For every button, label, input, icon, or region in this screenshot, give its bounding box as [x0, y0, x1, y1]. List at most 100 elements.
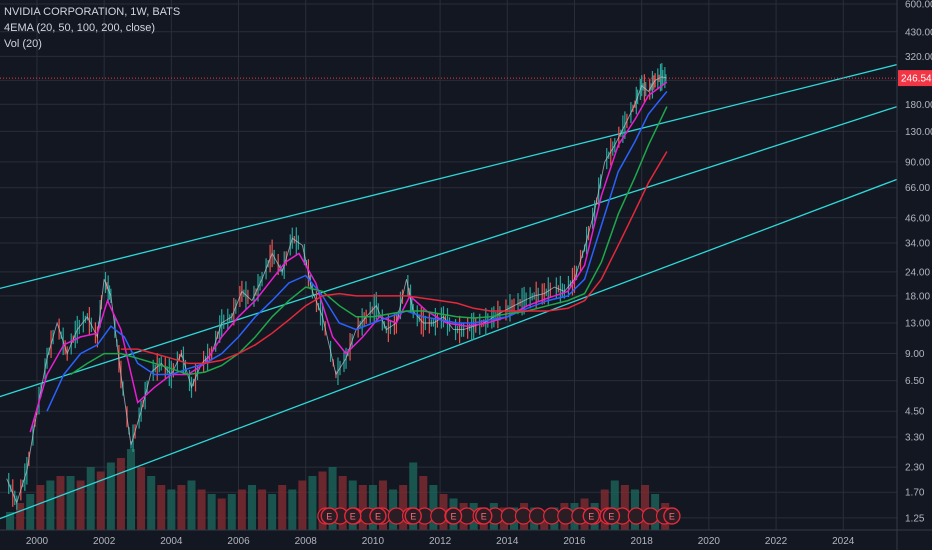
x-tick-label: 2010	[362, 536, 385, 547]
volume-bar	[429, 485, 438, 530]
volume-bar	[207, 494, 216, 530]
y-tick-label: 130.00	[905, 127, 932, 138]
y-tick-label: 13.00	[905, 318, 930, 329]
price-line	[6, 76, 668, 505]
volume-bar	[217, 498, 226, 530]
x-tick-label: 2006	[227, 536, 250, 547]
y-tick-label: 24.00	[905, 267, 930, 278]
symbol-title[interactable]: NVIDIA CORPORATION, 1W, BATS	[4, 6, 181, 18]
earnings-badge-labeled	[404, 507, 422, 525]
ema-line-2	[46, 90, 668, 412]
channel-line-upper	[0, 63, 898, 290]
x-tick-label: 2020	[698, 536, 721, 547]
volume-bar	[308, 476, 317, 530]
ema-line-4	[120, 151, 668, 365]
y-tick-label: 4.50	[905, 407, 925, 418]
y-tick-label: 66.00	[905, 183, 930, 194]
y-tick-label: 1.70	[905, 488, 925, 499]
last-price: 246.54	[0, 70, 932, 87]
y-tick-label: 34.00	[905, 238, 930, 249]
y-tick-label: 2.30	[905, 463, 925, 474]
earnings-badge-labeled	[320, 507, 338, 525]
x-tick-label: 2000	[26, 536, 49, 547]
earnings-label: E	[326, 512, 332, 522]
indicator-ema-label[interactable]: 4EMA (20, 50, 100, 200, close)	[4, 22, 156, 34]
volume-bar	[76, 480, 85, 530]
volume-bar	[237, 489, 246, 530]
y-tick-label: 46.00	[905, 213, 930, 224]
volume-bar	[46, 480, 55, 530]
volume-bar	[258, 489, 267, 530]
earnings-label: E	[588, 512, 594, 522]
y-tick-label: 1.25	[905, 513, 925, 524]
earnings-label: E	[608, 512, 614, 522]
volume-bar	[6, 512, 15, 530]
ema-lines	[29, 81, 668, 433]
volume-bar	[56, 476, 65, 530]
y-tick-label: 320.00	[905, 52, 932, 63]
volume-bar	[247, 485, 256, 530]
volume-bar	[96, 471, 105, 530]
volume-bar	[26, 494, 35, 530]
earnings-badge-labeled	[369, 507, 387, 525]
channel-line-middle	[0, 105, 898, 398]
ema-line-3	[70, 106, 668, 376]
volume-bar	[368, 485, 377, 530]
y-tick-label: 180.00	[905, 100, 932, 111]
volume-bar	[127, 449, 136, 530]
volume-bar	[338, 476, 347, 530]
volume-bar	[641, 485, 650, 530]
x-tick-label: 2018	[631, 536, 654, 547]
volume-bar	[86, 467, 95, 530]
x-tick-label: 2024	[832, 536, 855, 547]
earnings-label: E	[481, 512, 487, 522]
y-tick-label: 430.00	[905, 27, 932, 38]
indicator-volume-label[interactable]: Vol (20)	[4, 38, 42, 50]
earnings-badge-labeled	[344, 507, 362, 525]
time-axis[interactable]: 2000 2002 2004 2006 2008 2010 2012 2014 2016 2018…	[0, 529, 932, 547]
y-tick-label: 6.50	[905, 376, 925, 387]
earnings-badge-labeled	[444, 507, 463, 525]
volume-bar	[419, 476, 428, 530]
x-tick-label: 2022	[765, 536, 788, 547]
volume-bar	[106, 462, 115, 530]
volume-bar	[378, 480, 387, 530]
volume-bar	[147, 476, 156, 530]
earnings-label: E	[375, 512, 381, 522]
x-tick-label: 2014	[496, 536, 519, 547]
earnings-label: E	[410, 512, 416, 522]
volume-bar	[137, 467, 146, 530]
volume-bar	[610, 480, 619, 530]
ema-line-1	[29, 81, 668, 433]
x-tick-label: 2008	[295, 536, 318, 547]
volume-bar	[227, 494, 236, 530]
volume-bar	[399, 485, 408, 530]
earnings-badge-labeled	[602, 507, 621, 525]
volume-bar	[177, 485, 186, 530]
volume-bar	[66, 476, 75, 530]
volume-bar	[16, 503, 25, 530]
earnings-badge-labeled	[582, 507, 600, 525]
volume-bar	[36, 485, 45, 530]
x-tick-label: 2012	[429, 536, 452, 547]
volume-bar	[157, 485, 166, 530]
volume-bar	[409, 462, 418, 530]
volume-bar	[116, 458, 125, 530]
volume-bar	[318, 471, 327, 530]
y-tick-label: 18.00	[905, 291, 930, 302]
volume-bar	[348, 480, 357, 530]
x-tick-label: 2002	[93, 536, 116, 547]
x-tick-label: 2004	[160, 536, 183, 547]
earnings-label: E	[350, 512, 356, 522]
last-price-label: 246.54	[901, 74, 932, 85]
volume-bar	[298, 480, 307, 530]
volume-bar	[278, 485, 287, 530]
volume-bar	[328, 467, 337, 530]
earnings-badge-labeled	[663, 507, 681, 525]
channel-lines[interactable]	[0, 63, 898, 527]
